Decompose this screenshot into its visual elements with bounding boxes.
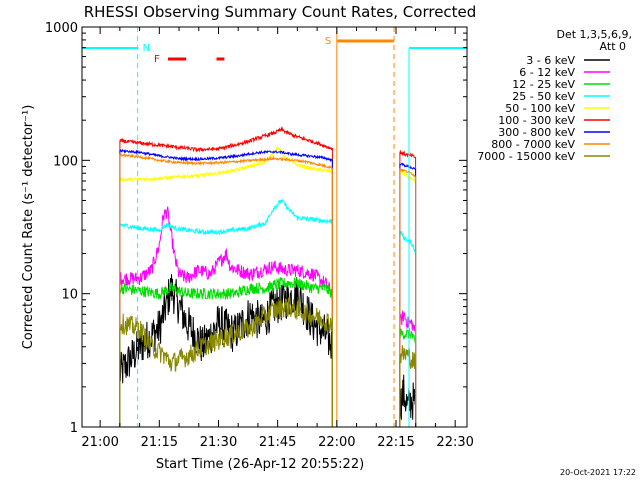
x-tick-label: 22:30	[436, 435, 473, 450]
series-800-7000-kev	[119, 152, 417, 427]
series-line	[399, 168, 417, 427]
series-line	[399, 374, 417, 427]
x-tick-label: 21:00	[81, 435, 118, 450]
legend-entry-label: 25 - 50 keV	[512, 90, 575, 103]
legend-header-detectors: Det 1,3,5,6,9,	[556, 28, 632, 41]
series-7000-15000-kev	[119, 297, 417, 427]
series-line	[399, 230, 417, 427]
legend-entry-label: 7000 - 15000 keV	[477, 150, 575, 163]
legend-header-attenuator: Att 0	[600, 40, 626, 53]
night-flag-label: N	[143, 43, 150, 54]
legend-entry-label: 100 - 300 keV	[498, 114, 575, 127]
series-3-6-kev	[119, 274, 417, 427]
series-line	[399, 345, 417, 427]
axis-layer: 21:00 21:15 21:30 21:45 22:00 22:15 22:30 1 10 10…	[45, 21, 474, 450]
series-line	[119, 297, 333, 427]
series-6-12-kev	[119, 206, 417, 427]
legend-entry-label: 300 - 800 keV	[498, 126, 575, 139]
series-line	[399, 310, 417, 427]
series-line	[399, 328, 417, 427]
saa-flag-label: S	[325, 36, 331, 47]
legend-entry-label: 50 - 100 keV	[505, 102, 575, 115]
series-line	[119, 126, 333, 427]
y-axis-label: Corrected Count Rate (s⁻¹ detector⁻¹)	[21, 105, 36, 350]
series-layer	[119, 126, 417, 427]
y-tick-label: 100	[53, 154, 78, 169]
series-line	[119, 152, 333, 427]
x-tick-label: 22:00	[318, 435, 355, 450]
series-line	[119, 277, 333, 427]
x-tick-label: 21:45	[259, 435, 296, 450]
series-100-300-kev	[119, 126, 417, 427]
series-line	[119, 199, 333, 427]
series-line	[119, 145, 333, 427]
series-25-50-kev	[119, 199, 417, 427]
footer-date: 20-Oct-2021 17:22	[560, 468, 636, 477]
series-300-800-kev	[119, 148, 417, 427]
series-line	[119, 274, 333, 427]
series-line	[399, 149, 417, 427]
y-tick-label: 1000	[45, 21, 78, 36]
series-line	[119, 148, 333, 427]
legend-entry-label: 6 - 12 keV	[519, 66, 575, 79]
series-line	[119, 206, 333, 427]
legend-entry-label: 3 - 6 keV	[526, 54, 575, 67]
y-tick-label: 10	[61, 288, 78, 303]
y-tick-label: 1	[70, 421, 78, 436]
x-tick-label: 21:30	[200, 435, 237, 450]
flare-flag-label: F	[154, 54, 160, 65]
plot-frame	[81, 26, 468, 428]
legend-entry-label: 12 - 25 keV	[512, 78, 575, 91]
x-tick-label: 22:15	[377, 435, 414, 450]
x-tick-label: 21:15	[141, 435, 178, 450]
legend-entry-label: 800 - 7000 keV	[491, 138, 575, 151]
series-line	[399, 162, 417, 427]
x-axis-label: Start Time (26-Apr-12 20:55:22)	[156, 457, 364, 472]
chart-title: RHESSI Observing Summary Count Rates, Co…	[84, 3, 477, 21]
series-12-25-kev	[119, 277, 417, 427]
